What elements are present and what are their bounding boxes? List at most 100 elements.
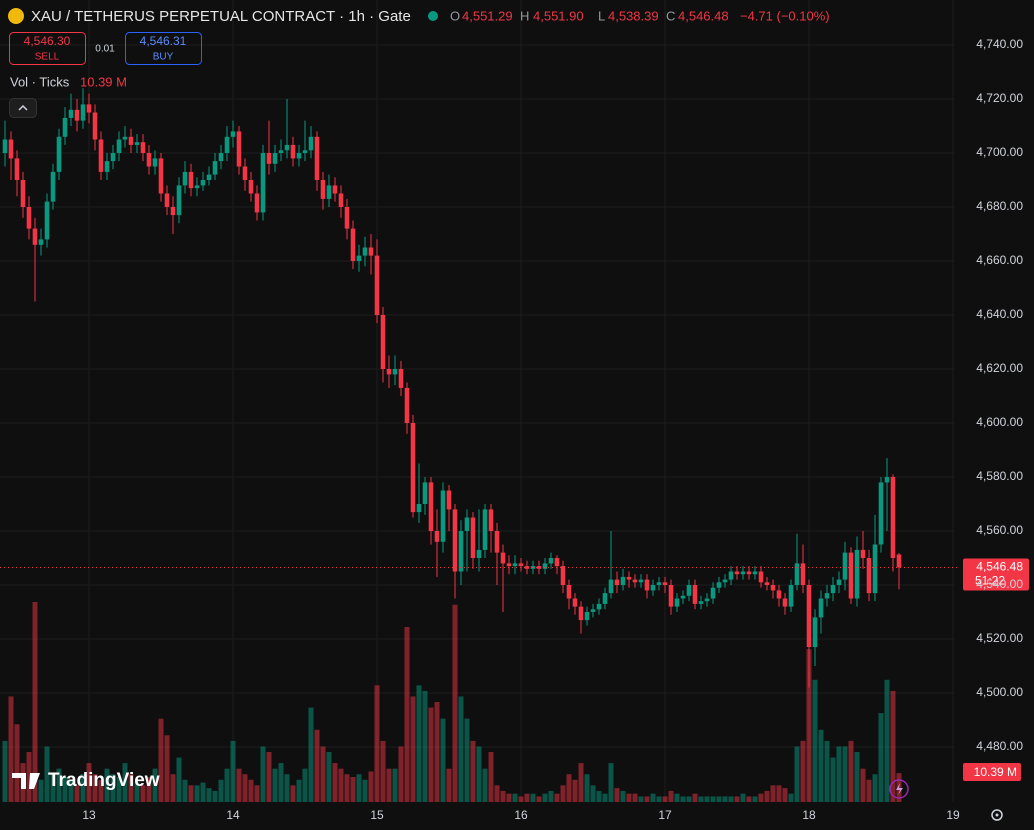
candle-body <box>494 531 500 553</box>
candle-body <box>656 582 662 586</box>
volume-bar <box>374 685 380 802</box>
volume-bar <box>146 777 152 802</box>
candle-body <box>146 153 152 167</box>
candle-body <box>200 180 206 186</box>
candle-body <box>260 153 266 213</box>
y-tick-label: 4,700.00 <box>976 145 1023 159</box>
buy-label: BUY <box>153 52 174 63</box>
candle-body <box>314 136 320 181</box>
candle-body <box>206 174 212 181</box>
symbol-title[interactable]: XAU / TETHERUS PERPETUAL CONTRACT · 1h ·… <box>31 8 411 25</box>
candle-body <box>716 582 722 588</box>
volume-bar <box>308 707 314 802</box>
candle-body <box>632 579 638 583</box>
candle-body <box>704 598 710 602</box>
candle-body <box>290 144 296 159</box>
candle-body <box>650 585 656 591</box>
volume-bar <box>386 768 392 802</box>
candle-body <box>236 131 242 167</box>
candle-body <box>356 255 362 262</box>
candle-body <box>338 193 344 208</box>
low-value: 4,538.39 <box>608 8 659 23</box>
candle-body <box>380 315 386 370</box>
volume-bar <box>632 793 638 802</box>
volume-bar <box>206 788 212 802</box>
volume-bar <box>86 763 92 802</box>
volume-bar <box>398 746 404 802</box>
volume-bar <box>518 796 524 802</box>
settings-icon <box>995 813 999 817</box>
y-tick-label: 4,540.00 <box>976 577 1023 591</box>
volume-bar <box>32 602 38 802</box>
volume-bar <box>38 779 44 802</box>
change-value: −4.71 (−0.10%) <box>740 8 830 23</box>
candle-body <box>470 517 476 559</box>
volume-bar <box>752 796 758 802</box>
volume-bar <box>236 768 242 802</box>
volume-bar <box>788 793 794 802</box>
candle-body <box>14 158 20 181</box>
candle-body <box>614 579 620 586</box>
volume-bar <box>794 746 800 802</box>
volume-bar <box>824 740 830 802</box>
volume-bar <box>314 729 320 802</box>
candle-body <box>242 166 248 181</box>
candle-body <box>308 136 314 151</box>
volume-bar <box>698 796 704 802</box>
volume-bar <box>68 779 74 802</box>
candle-body <box>668 585 674 607</box>
candle-body <box>368 247 374 256</box>
candle-body <box>32 228 38 245</box>
candle-body <box>698 601 704 604</box>
volume-bar <box>692 793 698 802</box>
settings-button[interactable] <box>991 809 1003 821</box>
sell-button[interactable] <box>9 32 86 65</box>
candle-body <box>362 247 368 256</box>
volume-bar <box>584 774 590 802</box>
candle-body <box>806 585 812 648</box>
volume-label-box <box>963 763 1021 781</box>
volume-bar <box>596 790 602 802</box>
candle-body <box>782 598 788 607</box>
candle-body <box>836 579 842 586</box>
volume-bar <box>2 740 8 802</box>
volume-bar <box>368 771 374 802</box>
volume-bar <box>218 779 224 802</box>
volume-bar <box>578 763 584 802</box>
candle-body <box>518 563 524 567</box>
symbol-icon <box>8 8 24 24</box>
candle-body <box>776 590 782 599</box>
candle-body <box>278 150 284 154</box>
lightning-button[interactable] <box>889 779 909 799</box>
candle-body <box>524 566 530 569</box>
candle-body <box>860 549 866 559</box>
candle-body <box>272 153 278 164</box>
volume-bar <box>152 768 158 802</box>
candle-body <box>830 585 836 594</box>
volume-bar <box>356 774 362 802</box>
collapse-button[interactable] <box>9 98 37 118</box>
candle-body <box>884 477 890 483</box>
candle-body <box>464 517 470 532</box>
volume-bar <box>470 740 476 802</box>
candle-body <box>692 585 698 604</box>
volume-bar <box>194 785 200 802</box>
volume-bar <box>662 796 668 802</box>
candle-body <box>122 136 128 140</box>
candle-body <box>446 490 452 510</box>
volume-bar <box>140 785 146 802</box>
volume-bar <box>446 768 452 802</box>
volume-bar <box>224 768 230 802</box>
candle-body <box>536 566 542 569</box>
buy-button[interactable] <box>125 32 202 65</box>
candle-body <box>758 571 764 583</box>
chevron-icon <box>18 104 28 111</box>
candle-body <box>440 490 446 542</box>
volume-bar <box>854 752 860 802</box>
volume-bar <box>182 779 188 802</box>
volume-bar <box>548 790 554 802</box>
candle-body <box>416 504 422 513</box>
candle-body <box>26 207 32 229</box>
volume-bar <box>44 746 50 802</box>
volume-bar <box>500 790 506 802</box>
